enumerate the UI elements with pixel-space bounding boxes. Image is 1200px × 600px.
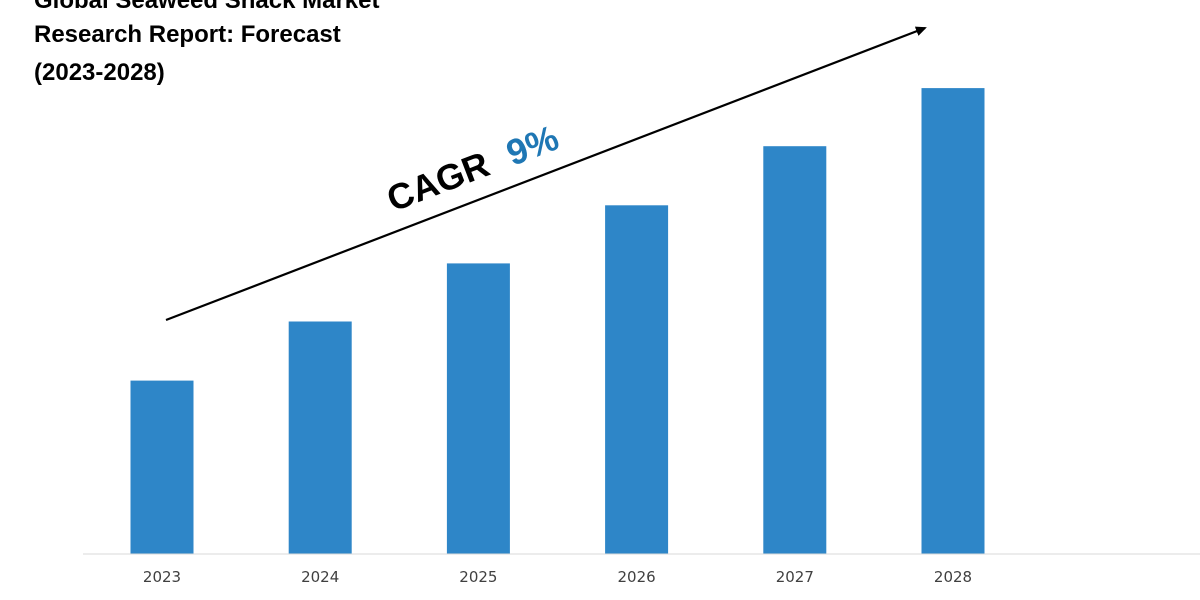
x-tick-label-2026: 2026 xyxy=(618,568,656,586)
x-tick-label-2028: 2028 xyxy=(934,568,972,586)
bar-2024 xyxy=(288,321,352,554)
x-tick-label-2023: 2023 xyxy=(143,568,181,586)
title-line-1: Global Seaweed Snack Market xyxy=(34,0,379,14)
x-tick-label-2027: 2027 xyxy=(776,568,814,586)
bars-group xyxy=(130,88,985,555)
cagr-value: 9% xyxy=(501,117,564,174)
chart-title: Global Seaweed Snack Market Research Rep… xyxy=(34,0,379,86)
cagr-label: CAGR xyxy=(381,143,495,219)
bar-2028 xyxy=(921,88,985,554)
x-tick-label-2024: 2024 xyxy=(301,568,339,586)
title-line-2: Research Report: Forecast xyxy=(34,21,341,48)
x-tick-label-2025: 2025 xyxy=(459,568,497,586)
bar-2023 xyxy=(130,380,194,554)
bar-2026 xyxy=(605,205,669,555)
bar-2027 xyxy=(763,146,827,554)
bar-2025 xyxy=(446,263,510,554)
title-line-3: (2023-2028) xyxy=(34,59,165,86)
trend-arrow xyxy=(165,26,927,322)
x-tick-labels: 2023 2024 2025 2026 2027 2028 xyxy=(143,568,972,586)
cagr-annotation: CAGR 9% xyxy=(381,117,564,220)
